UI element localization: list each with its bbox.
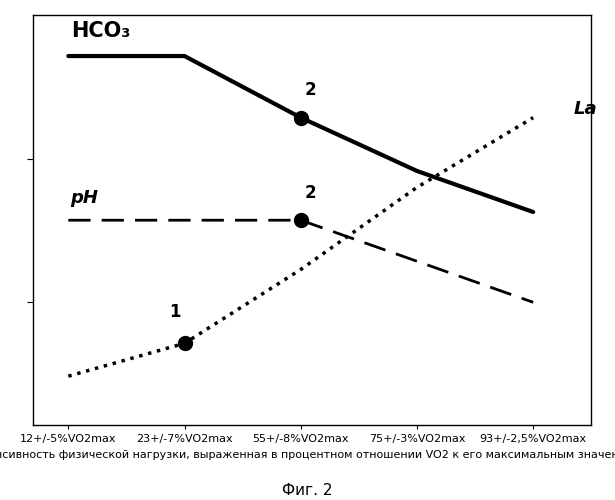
Text: 2: 2 [304,184,316,202]
Text: 1: 1 [170,303,181,321]
Text: pH: pH [71,188,98,206]
Text: 2: 2 [304,81,316,99]
Text: HCO₃: HCO₃ [71,22,130,42]
Text: Фиг. 2: Фиг. 2 [282,483,333,498]
Text: La: La [574,100,597,118]
X-axis label: Интенсивность физической нагрузки, выраженная в процентном отношении VO2 к его м: Интенсивность физической нагрузки, выраж… [0,450,615,460]
